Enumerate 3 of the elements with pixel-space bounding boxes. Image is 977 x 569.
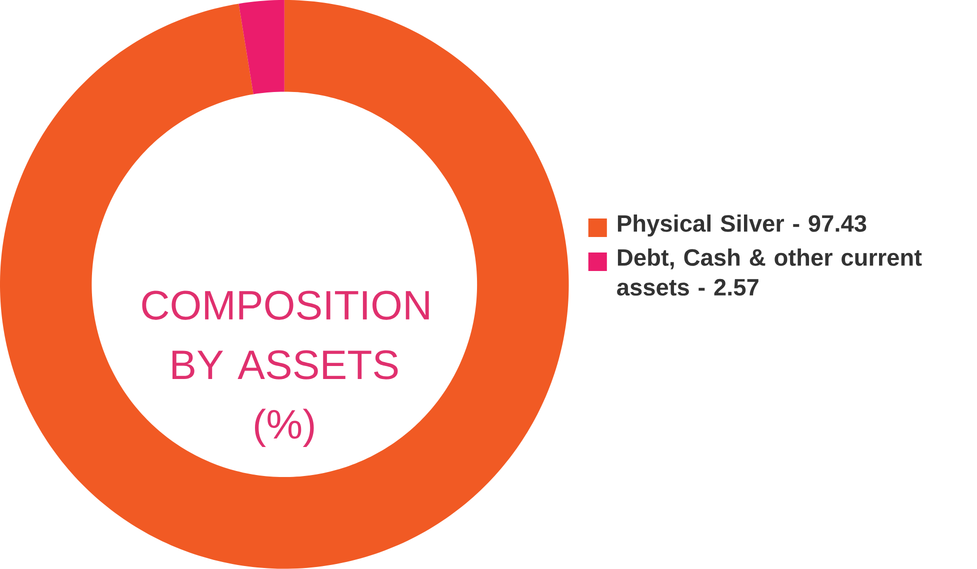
text: COMPOSITION BY ASSETS (%) xyxy=(142,290,429,448)
legend-label: Physical Silver - 97.43 xyxy=(618,214,866,237)
legend-label: Debt, Cash & other current assets - 2.57 xyxy=(617,248,922,296)
